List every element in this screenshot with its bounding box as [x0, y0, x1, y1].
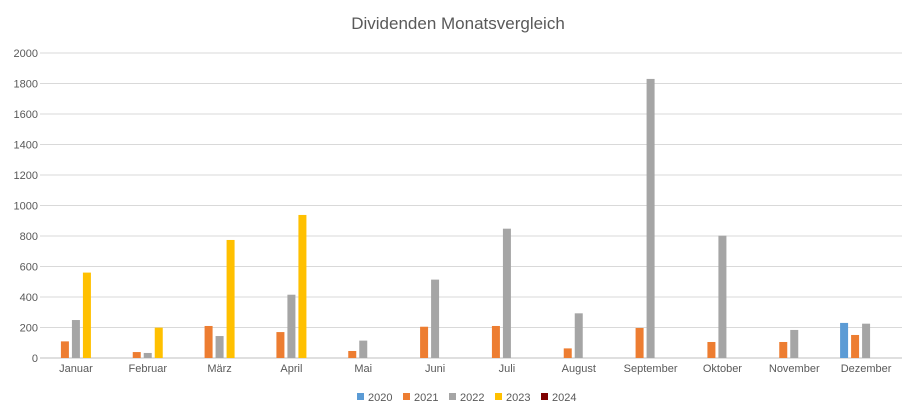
bar-2021-Oktober: [707, 341, 716, 358]
bar-2022-Oktober: [718, 235, 727, 358]
bar-2023-April: [298, 214, 307, 358]
legend-label: 2024: [552, 392, 576, 404]
bar-2022-April: [287, 294, 296, 358]
x-tick-label: Januar: [59, 363, 93, 375]
x-tick-label: November: [769, 363, 820, 375]
y-tick-label: 1800: [14, 79, 38, 91]
bar-2023-März: [226, 239, 235, 358]
x-tick-label: Juli: [499, 363, 516, 375]
legend-swatch-2023: [495, 393, 502, 400]
bar-2022-März: [215, 336, 224, 358]
x-tick-label: Mai: [354, 363, 372, 375]
y-tick-label: 1600: [14, 109, 38, 121]
bar-2021-Februar: [132, 352, 141, 358]
y-tick-label: 200: [20, 323, 38, 335]
y-tick-label: 1000: [14, 201, 38, 213]
bar-2021-Dezember: [851, 334, 860, 358]
y-tick-label: 600: [20, 262, 38, 274]
legend: 2020 2021 2022 2023 2024: [357, 392, 576, 404]
x-tick-label: Februar: [128, 363, 167, 375]
bar-2022-Mai: [359, 340, 368, 358]
x-tick-label: Juni: [425, 363, 445, 375]
legend-label: 2023: [506, 392, 530, 404]
bar-2022-August: [574, 313, 583, 358]
legend-label: 2020: [368, 392, 392, 404]
bar-2020-Dezember: [840, 322, 849, 358]
bar-2023-Februar: [154, 327, 163, 358]
legend-swatch-2021: [403, 393, 410, 400]
y-tick-label: 400: [20, 292, 38, 304]
bar-2021-April: [276, 332, 285, 358]
bar-2022-Januar: [71, 320, 80, 358]
legend-swatch-2024: [541, 393, 548, 400]
legend-label: 2022: [460, 392, 484, 404]
bar-2021-September: [635, 327, 644, 358]
chart-title: Dividenden Monatsvergleich: [351, 14, 565, 33]
legend-label: 2021: [414, 392, 438, 404]
bar-2021-Juli: [491, 325, 500, 358]
y-tick-label: 1200: [14, 170, 38, 182]
bar-2022-Dezember: [862, 323, 871, 358]
bar-2021-Juni: [420, 326, 429, 358]
bar-2022-Juli: [502, 228, 511, 358]
x-tick-label: März: [207, 363, 231, 375]
x-tick-label: September: [624, 363, 678, 375]
bar-2022-September: [646, 78, 655, 359]
x-tick-label: Dezember: [841, 363, 892, 375]
bar-2023-Januar: [82, 272, 91, 358]
bar-2021-Mai: [348, 350, 357, 358]
bar-2021-März: [204, 325, 213, 358]
x-tick-label: August: [562, 363, 596, 375]
bar-2022-Juni: [431, 279, 440, 358]
y-tick-label: 1400: [14, 140, 38, 152]
bar-2022-Februar: [143, 352, 152, 358]
y-tick-label: 2000: [14, 48, 38, 60]
legend-swatch-2020: [357, 393, 364, 400]
bar-2022-November: [790, 329, 799, 358]
legend-swatch-2022: [449, 393, 456, 400]
x-tick-label: April: [280, 363, 302, 375]
bar-2021-November: [779, 341, 788, 358]
bar-2021-Januar: [60, 341, 69, 358]
y-tick-label: 800: [20, 231, 38, 243]
bar-2021-August: [563, 348, 572, 358]
y-tick-label: 0: [32, 353, 38, 365]
x-tick-label: Oktober: [703, 363, 742, 375]
